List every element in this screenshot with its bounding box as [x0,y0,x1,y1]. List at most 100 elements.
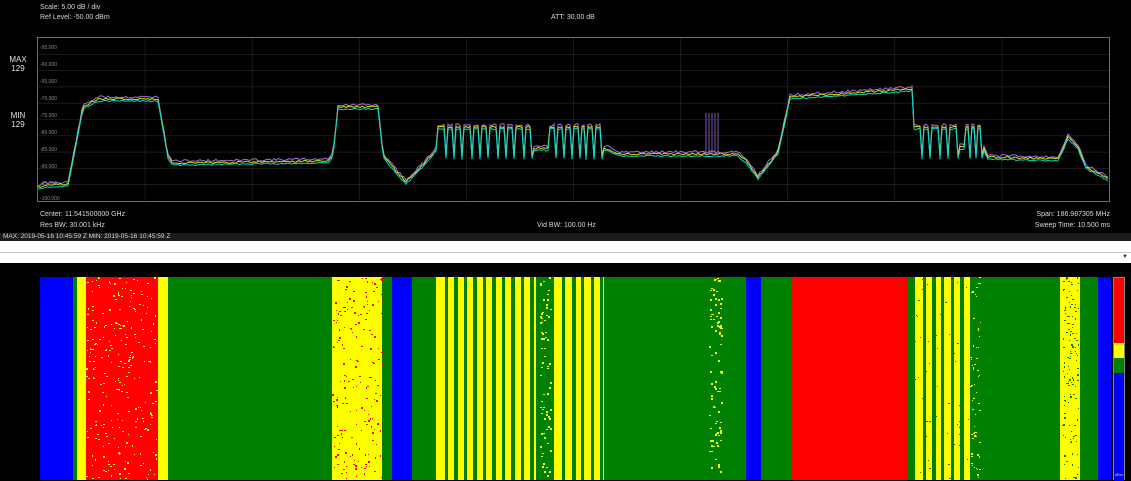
waterfall-speck [350,307,353,309]
waterfall-speck [1077,308,1080,310]
waterfall-speck [113,327,116,329]
waterfall-speck [713,445,716,448]
waterfall-speck [155,458,158,460]
waterfall-panel[interactable]: dBm [0,263,1131,481]
waterfall-speck [96,343,99,345]
waterfall-speck [348,298,351,300]
waterfall-speck [932,288,934,290]
waterfall-speck [719,325,722,328]
min-hold-trace [38,89,1109,190]
waterfall-speck [942,392,944,394]
waterfall-speck [929,421,931,423]
waterfall-speck [366,281,369,283]
waterfall-speck [335,302,337,304]
waterfall-speck [345,477,348,479]
waterfall-speck [115,322,117,324]
waterfall-speck [126,392,128,394]
waterfall-gap [473,277,477,480]
waterfall-speck [979,277,981,279]
waterfall-speck [978,402,980,405]
waterfall-speck [977,346,980,349]
waterfall-speck [954,360,956,362]
waterfall-speck [1064,477,1067,479]
waterfall-speck [1066,372,1069,375]
waterfall-speck [150,298,153,300]
waterfall-speck [155,381,157,383]
waterfall-speck [372,439,374,442]
waterfall-speck [719,327,722,329]
waterfall-speck [87,339,89,342]
waterfall-speck [921,279,924,281]
waterfall-speck [124,333,127,335]
waterfall-speck [346,302,349,304]
chevron-down-icon[interactable]: ▼ [1122,254,1128,260]
waterfall-speck [979,441,981,443]
waterfall-speck [92,310,94,312]
waterfall-speck [124,362,126,364]
waterfall-speck [92,319,94,321]
waterfall-speck [1069,394,1072,396]
waterfall-gap [591,277,594,480]
waterfall-speck [145,427,147,430]
waterfall-speck [971,464,974,467]
waterfall-speck [363,328,365,330]
waterfall-speck [931,331,933,333]
waterfall-speck [354,312,356,315]
waterfall-speck [1069,306,1072,308]
waterfall-speck [1069,355,1072,358]
waterfall-speck [133,292,135,294]
waterfall-speck [720,307,723,310]
spectrum-plot[interactable] [37,37,1110,202]
waterfall-speck [949,334,951,336]
attenuation-label: ATT: 30.00 dB [551,14,595,21]
waterfall-speck [336,396,339,398]
waterfall-speck [102,445,105,447]
waterfall-speck [345,376,348,378]
waterfall-speck [121,295,123,298]
waterfall-speck [1063,288,1065,290]
waterfall-speck [126,320,129,322]
waterfall-band [392,277,412,480]
waterfall-speck [975,436,977,438]
waterfall-speck [363,409,366,412]
waterfall-speck [131,357,134,359]
waterfall-speck [960,460,962,462]
waterfall-speck [150,413,152,415]
waterfall-speck [718,411,721,414]
waterfall-speck [376,286,378,288]
waterfall-speck [709,299,712,301]
waterfall-speck [129,301,132,303]
waterfall-speck [381,300,384,302]
waterfall-speck [549,277,552,279]
waterfall-speck [718,390,721,393]
waterfall-speck [973,383,976,386]
waterfall-speck [351,454,354,456]
waterfall-speck [134,334,136,336]
waterfall-speck [358,322,360,324]
waterfall-speck [92,367,95,369]
waterfall-speck [333,320,335,322]
waterfall-speck [549,382,552,384]
waterfall-speck [956,423,958,425]
waterfall-speck [335,309,338,312]
waterfall-speck [103,469,105,471]
waterfall-speck [970,386,972,388]
waterfall-speck [1076,339,1078,341]
waterfall-speck [1064,412,1066,415]
waterfall-speck [118,295,120,297]
waterfall-band [604,277,709,480]
waterfall-speck [344,375,346,377]
waterfall-speck [121,287,124,289]
waterfall-speck [349,280,351,282]
waterfall-gap [445,277,448,480]
waterfall-display [40,277,1111,480]
waterfall-speck [354,465,357,467]
waterfall-gap [923,277,926,480]
waterfall-speck [971,365,974,367]
waterfall-speck [126,442,128,444]
waterfall-speck [714,298,717,300]
waterfall-speck [1072,384,1074,386]
waterfall-speck [337,454,339,456]
waterfall-speck [94,459,97,461]
waterfall-speck [544,331,547,334]
